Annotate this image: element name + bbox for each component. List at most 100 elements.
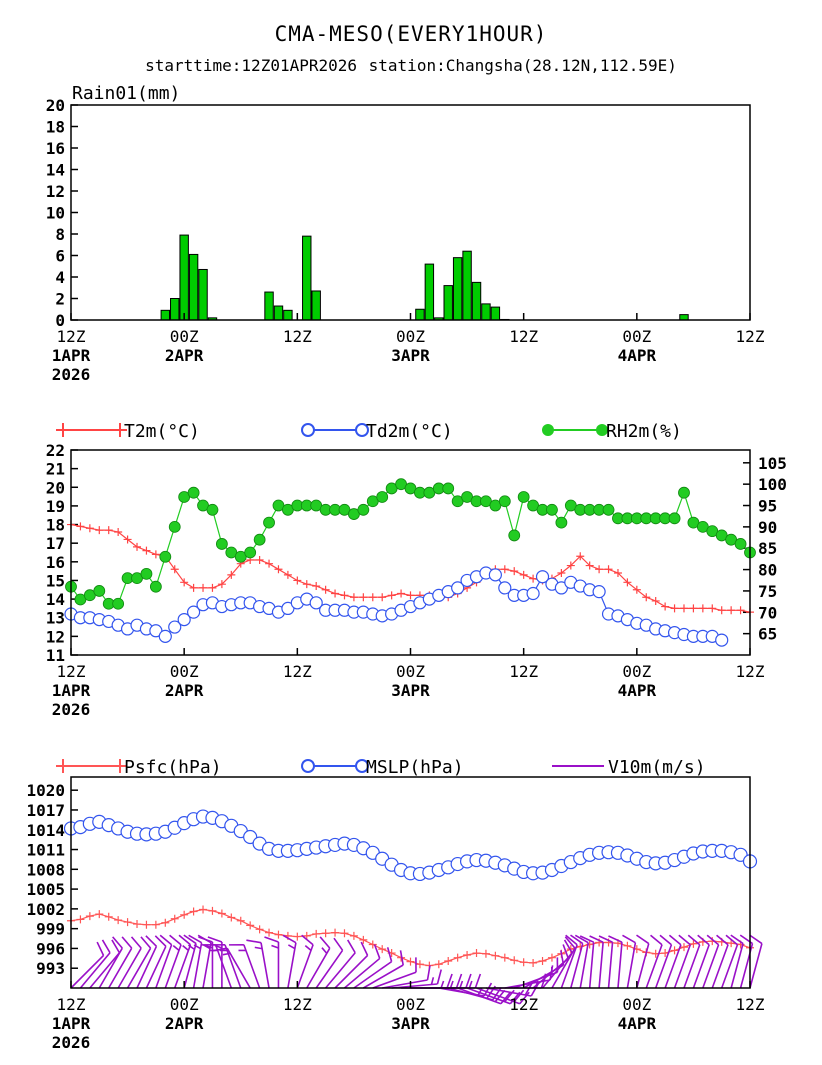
t2m-point bbox=[114, 528, 123, 536]
psfc-point bbox=[519, 958, 528, 967]
wind-barb-feather bbox=[574, 934, 589, 944]
rh2m-point bbox=[508, 529, 521, 542]
legend-label: Psfc(hPa) bbox=[124, 757, 222, 778]
rh2m-point bbox=[263, 516, 275, 529]
rh2m-point bbox=[112, 597, 125, 610]
temp-x-date-label: 4APR bbox=[618, 681, 657, 700]
psfc-point bbox=[463, 951, 472, 960]
td2m-point bbox=[186, 605, 201, 619]
wind-barb-feather bbox=[182, 945, 189, 952]
rain-bar bbox=[283, 309, 293, 321]
rain-x-tick-label: 00Z bbox=[622, 327, 651, 346]
wind-barb-feather bbox=[183, 934, 197, 945]
t2m-point bbox=[85, 524, 94, 533]
psfc-point bbox=[576, 942, 585, 951]
psfc-point bbox=[217, 909, 226, 918]
press-x-tick-label: 00Z bbox=[396, 995, 425, 1014]
wind-barb-shaft bbox=[570, 943, 584, 989]
wind-barb-shaft bbox=[645, 944, 663, 989]
psfc-point bbox=[481, 949, 490, 958]
legend-label: RH2m(%) bbox=[606, 421, 682, 442]
wind-barb-shaft bbox=[136, 945, 158, 989]
wind-barb-feather bbox=[169, 934, 182, 946]
legend-marker bbox=[542, 424, 554, 436]
psfc-point bbox=[189, 907, 198, 916]
press-x-date-label: 1APR bbox=[52, 1014, 91, 1033]
td2m-point bbox=[488, 568, 502, 582]
rain-panel-title: Rain01(mm) bbox=[72, 83, 180, 104]
press-y-tick-label: 996 bbox=[36, 939, 65, 958]
rh-y-tick-label: 105 bbox=[758, 454, 787, 473]
wind-barb-shaft bbox=[164, 944, 182, 989]
wind-barb-shaft bbox=[243, 944, 261, 989]
temp-y-tick-label: 15 bbox=[46, 571, 65, 590]
rh-y-tick-label: 75 bbox=[758, 582, 777, 601]
psfc-point bbox=[246, 921, 255, 930]
rain-bar bbox=[462, 250, 472, 321]
td2m-point bbox=[592, 585, 606, 599]
rh2m-point bbox=[253, 533, 266, 546]
rain-y-tick-label: 6 bbox=[55, 247, 65, 266]
wind-barb-shaft bbox=[683, 944, 701, 989]
wind-barb-feather bbox=[178, 934, 191, 946]
temp-y-tick-label: 21 bbox=[46, 460, 65, 479]
rh2m-point bbox=[555, 516, 568, 529]
rain-x-tick-label: 12Z bbox=[283, 327, 312, 346]
rain-x-date-label: 3APR bbox=[391, 346, 430, 365]
rain-y-tick-label: 16 bbox=[46, 139, 65, 158]
rain-y-tick-label: 2 bbox=[55, 290, 65, 309]
wind-barb-shaft bbox=[664, 944, 682, 989]
wind-barb-feather bbox=[474, 973, 482, 989]
wind-barb-feather bbox=[264, 936, 279, 943]
wind-barb-feather bbox=[430, 977, 435, 985]
psfc-point bbox=[670, 946, 679, 955]
rain-y-tick-label: 18 bbox=[46, 118, 65, 137]
press-x-tick-label: 12Z bbox=[736, 995, 765, 1014]
rh2m-point bbox=[498, 495, 511, 508]
temp-x-tick-label: 12Z bbox=[509, 662, 538, 681]
press-x-tick-label: 00Z bbox=[170, 995, 199, 1014]
psfc-point bbox=[104, 912, 113, 921]
rain-bar bbox=[424, 263, 435, 321]
psfc-point bbox=[349, 931, 358, 940]
t2m-point bbox=[529, 574, 538, 583]
wind-barb-feather bbox=[198, 936, 213, 943]
t2m-point bbox=[557, 569, 566, 577]
psfc-point bbox=[312, 929, 321, 938]
wind-barb-feather bbox=[570, 934, 584, 945]
t2m-point bbox=[217, 580, 226, 589]
rain-y-tick-label: 12 bbox=[46, 182, 65, 201]
rain-x-tick-label: 12Z bbox=[57, 327, 86, 346]
psfc-point bbox=[547, 953, 556, 962]
wind-barb-feather bbox=[207, 936, 223, 943]
psfc-point bbox=[406, 957, 415, 966]
t2m-point bbox=[632, 585, 641, 594]
psfc-point bbox=[236, 916, 245, 925]
wind-barb-feather bbox=[212, 947, 228, 952]
wind-barb-feather bbox=[271, 944, 279, 949]
psfc-point bbox=[85, 912, 94, 921]
t2m-point bbox=[595, 565, 604, 574]
wind-barb-shaft bbox=[192, 942, 203, 989]
wind-barb-shaft bbox=[287, 942, 297, 989]
t2m-point bbox=[151, 550, 160, 559]
t2m-point bbox=[104, 526, 113, 535]
t2m-point bbox=[95, 526, 104, 535]
t2m-point bbox=[698, 604, 707, 613]
press-y-tick-label: 1014 bbox=[26, 821, 65, 840]
psfc-point bbox=[180, 910, 189, 919]
rh2m-point bbox=[93, 585, 106, 597]
psfc-point bbox=[321, 929, 330, 938]
t2m-point bbox=[189, 583, 198, 592]
wind-barb-feather bbox=[386, 947, 393, 962]
press-y-tick-label: 1002 bbox=[26, 900, 65, 919]
psfc-point bbox=[95, 910, 104, 919]
rain-x-date-label: 4APR bbox=[618, 346, 657, 365]
rh-y-tick-label: 65 bbox=[758, 625, 777, 644]
rain-bar bbox=[452, 257, 463, 321]
wind-barb-feather bbox=[650, 934, 663, 946]
wind-barb-shaft bbox=[749, 943, 763, 989]
t2m-point bbox=[283, 570, 292, 579]
press-x-tick-label: 12Z bbox=[283, 995, 312, 1014]
